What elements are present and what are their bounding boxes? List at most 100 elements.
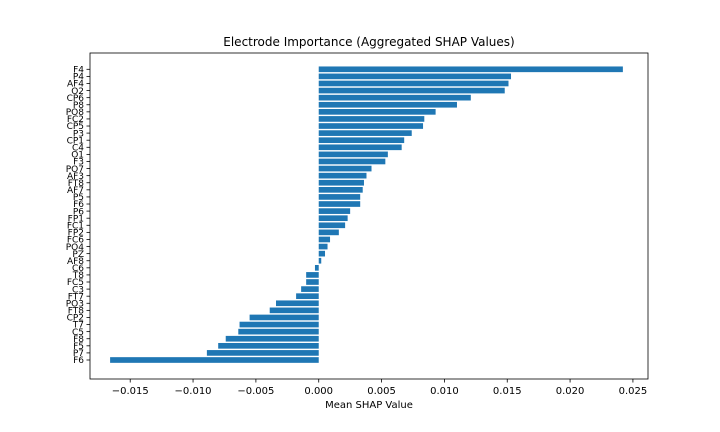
y-tick-label: FC2 [67,115,84,125]
y-tick-label: PO4 [66,243,85,253]
bar-fc5 [306,279,319,285]
y-tick-label: PO8 [66,108,85,118]
x-tick-label: 0.015 [493,386,522,397]
y-tick-label: P3 [73,129,84,139]
x-tick-label: 0.000 [304,386,333,397]
bar-ft8 [269,307,319,314]
y-tick-label: F5 [73,342,84,352]
y-tick-label: P6 [73,207,84,217]
y-tick-label: O2 [71,87,84,97]
y-tick-label: O1 [71,151,84,161]
bar-fp1 [318,215,348,222]
bar-o2 [318,87,505,94]
bar-p8 [318,101,457,108]
y-tick-label: F6 [73,200,84,210]
bar-c4 [318,144,402,151]
bar-cp2 [249,314,319,321]
chart-title: Electrode Importance (Aggregated SHAP Va… [223,35,514,49]
y-tick-label: CP5 [67,122,84,132]
bar-po4 [318,243,328,250]
bar-f6 [110,357,319,363]
bar-p4 [318,73,512,80]
bar-f3 [318,158,386,165]
bar-po3 [276,300,319,307]
bar-po7 [318,165,372,172]
bar-fp2 [318,229,339,236]
bar-ft8 [318,179,364,186]
x-tick-label: 0.005 [367,386,396,397]
bar-fc1 [318,222,346,229]
y-tick-label: CP1 [67,136,84,146]
bar-c3 [301,286,319,292]
bar-c5 [238,328,319,335]
y-tick-label: C3 [72,285,84,295]
y-tick-label: F8 [73,335,84,345]
y-tick-label: FT7 [68,292,84,302]
bar-f6 [318,201,361,207]
x-tick-label: −0.005 [237,386,274,397]
y-tick-label: P4 [73,73,84,83]
y-tick-label: FP1 [68,214,84,224]
x-axis-label: Mean SHAP Value [325,400,413,411]
y-tick-label: AF8 [67,257,84,267]
y-tick-label: FC6 [67,236,84,246]
bar-ft7 [296,293,319,300]
x-tick-label: −0.010 [175,386,212,397]
y-tick-label: T7 [72,321,84,331]
bar-f8 [225,335,319,342]
y-tick-label: AF7 [67,186,84,196]
x-tick-label: 0.020 [556,386,585,397]
y-axis-ticks: F4P4AF4O2CP6P8PO8FC2CP5P3CP1C4O1F3PO7AF3… [66,66,90,366]
bar-fc2 [318,116,425,122]
y-tick-label: FT8 [68,307,85,317]
y-tick-label: P8 [73,101,84,111]
bar-af3 [318,172,367,179]
x-tick-label: 0.025 [619,386,648,397]
bar-t8 [306,272,319,278]
y-tick-label: AF3 [67,172,84,182]
bar-af4 [318,80,509,87]
x-tick-label: −0.015 [112,386,149,397]
y-tick-label: F4 [73,66,84,76]
x-axis-ticks: −0.015 −0.010 −0.005 0.000 0.005 0.010 0.015 0.… [112,379,648,397]
y-tick-label: C5 [72,328,84,338]
y-tick-label: FC5 [67,278,84,288]
y-tick-label: AF4 [67,80,84,90]
bar-cp1 [318,137,405,144]
bar-p6 [318,208,351,214]
y-tick-label: C6 [72,264,84,274]
y-tick-label: P7 [73,349,84,359]
bar-fc6 [318,236,331,243]
y-tick-label: PZ [72,250,84,260]
bar-po8 [318,109,436,115]
bar-p3 [318,130,412,136]
bar-f5 [218,342,319,349]
bar-f4 [318,66,623,73]
y-tick-label: FC1 [67,221,84,231]
y-tick-label: CP6 [67,94,85,104]
y-tick-label: C4 [72,143,84,153]
bar-c6 [314,264,319,271]
plot-frame [89,52,649,380]
y-tick-label: P5 [73,193,84,203]
bar-cp5 [318,123,424,129]
y-tick-label: F3 [73,158,84,168]
bars-layer [110,66,623,363]
y-tick-label: CP2 [67,314,84,324]
y-tick-label: FP2 [68,229,84,239]
y-tick-label: T8 [72,271,84,281]
y-tick-label: F6 [73,356,84,366]
bar-p5 [318,194,361,200]
bar-af8 [318,257,322,264]
bar-cp6 [318,94,471,101]
x-tick-label: 0.010 [430,386,459,397]
y-tick-label: FT8 [68,179,85,189]
bar-af7 [318,186,363,193]
y-tick-label: PO7 [66,165,84,175]
bar-p7 [206,350,319,356]
y-tick-label: PO3 [66,299,84,309]
bar-pz [318,250,326,257]
bar-t7 [239,321,319,328]
